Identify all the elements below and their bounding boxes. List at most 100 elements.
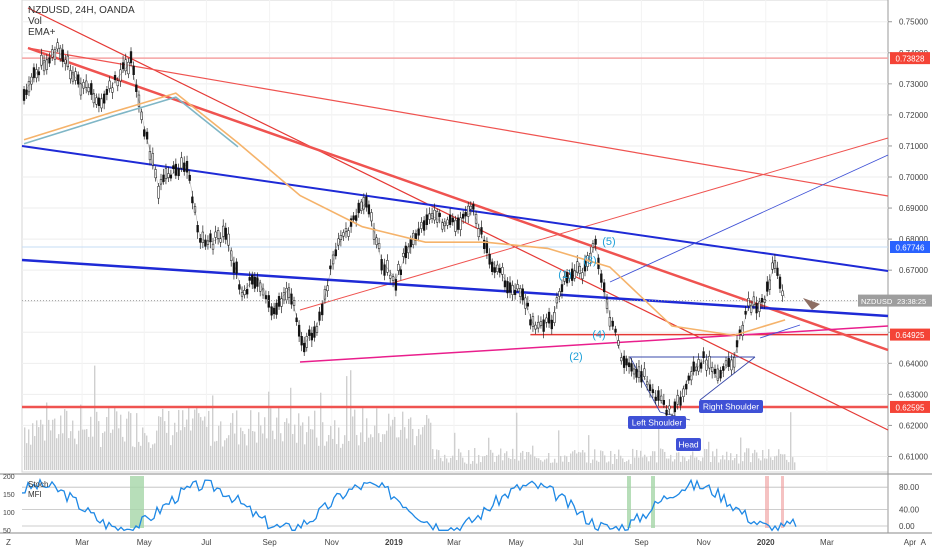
candle-body	[459, 217, 462, 230]
volume-bar	[374, 425, 376, 470]
volume-bar	[790, 412, 792, 470]
volume-bar	[532, 445, 534, 470]
candle-body	[391, 276, 395, 281]
ema-label: EMA+	[28, 27, 56, 38]
candle-body	[433, 209, 436, 221]
candle-body	[177, 168, 180, 177]
volume-bar	[324, 445, 326, 470]
stoch-zone	[765, 476, 769, 528]
candle-body	[591, 243, 595, 248]
candle-body	[334, 249, 337, 257]
volume-bar	[568, 462, 570, 470]
volume-bar	[96, 411, 98, 470]
candle-body	[446, 219, 449, 226]
candle-body	[407, 246, 410, 254]
candle-body	[339, 235, 343, 240]
candle-body	[605, 298, 609, 309]
pattern-leg	[699, 356, 756, 401]
volume-bar	[590, 463, 592, 470]
candle-body	[97, 97, 101, 106]
volume-bar	[362, 408, 364, 470]
candle-body	[82, 82, 85, 89]
volume-bar	[202, 420, 204, 470]
volume-bar	[462, 457, 464, 470]
volume-bar	[680, 461, 682, 470]
candle-body	[74, 71, 77, 81]
volume-bar	[630, 463, 632, 470]
candle-body	[573, 270, 576, 279]
stoch-left-tick: 150	[3, 492, 15, 499]
candle-body	[699, 362, 703, 369]
candle-body	[100, 98, 103, 109]
volume-bar	[484, 456, 486, 470]
candle-body	[730, 359, 733, 371]
current-badge-time: 23:38:25	[897, 297, 926, 306]
candle-body	[503, 280, 507, 288]
current-badge-symbol: NZDUSD	[861, 297, 893, 306]
candle-body	[295, 317, 298, 323]
candle-body	[224, 227, 227, 240]
candle-body	[673, 401, 677, 413]
volume-bar	[482, 456, 484, 470]
volume-bar	[296, 442, 298, 470]
candle-body	[506, 281, 509, 294]
volume-bar	[774, 456, 776, 470]
stoch-zone	[130, 476, 144, 528]
candle-body	[87, 87, 90, 93]
candle-body	[651, 389, 655, 394]
volume-bar	[108, 407, 110, 470]
candle-body	[137, 94, 141, 107]
price-tick-label: 0.61000	[899, 452, 928, 461]
trendline-magenta	[299, 325, 889, 363]
volume-bar	[110, 432, 112, 470]
volume-bar	[138, 441, 140, 470]
volume-bar	[598, 461, 600, 470]
volume-bar	[764, 458, 766, 470]
volume-bar	[262, 433, 264, 470]
candle-body	[668, 405, 671, 410]
volume-bar	[454, 432, 456, 470]
time-tick-label: Sep	[634, 538, 649, 547]
volume-bar	[780, 453, 782, 470]
volume-bar	[586, 462, 588, 470]
volume-bar	[80, 404, 82, 470]
volume-bar	[700, 461, 702, 470]
volume-bar	[594, 449, 596, 470]
candle-body	[735, 340, 739, 348]
candle-body	[227, 233, 230, 246]
volume-bar	[112, 429, 114, 470]
candle-body	[64, 59, 67, 64]
candle-body	[127, 61, 130, 75]
volume-bar	[60, 415, 62, 470]
volume-bar	[522, 450, 524, 470]
candle-body	[370, 212, 373, 222]
volume-bar	[768, 449, 770, 470]
candle-body	[360, 201, 363, 211]
candle-body	[583, 260, 587, 272]
volume-bar	[740, 437, 742, 470]
volume-bar	[424, 424, 426, 470]
volume-bar	[304, 444, 306, 470]
candle-body	[275, 302, 278, 315]
volume-bar	[134, 447, 136, 470]
volume-bar	[128, 411, 130, 470]
head-label: Head	[678, 440, 699, 450]
candle-body	[90, 83, 93, 95]
forecast-arrow	[803, 298, 820, 310]
volume-bar	[162, 408, 164, 470]
candle-body	[375, 237, 378, 245]
volume-bar	[434, 459, 436, 470]
price-line	[23, 49, 786, 417]
volume-bar	[634, 457, 636, 470]
volume-bar	[662, 449, 664, 470]
candle-body	[568, 274, 571, 279]
volume-bar	[272, 430, 274, 470]
volume-bar	[490, 449, 492, 470]
candle-body	[637, 366, 641, 378]
candle-body	[222, 225, 225, 237]
volume-bar	[318, 445, 320, 470]
candle-body	[135, 84, 138, 92]
candle-body	[380, 259, 383, 271]
volume-bar	[496, 455, 498, 470]
volume-bar	[416, 436, 418, 470]
